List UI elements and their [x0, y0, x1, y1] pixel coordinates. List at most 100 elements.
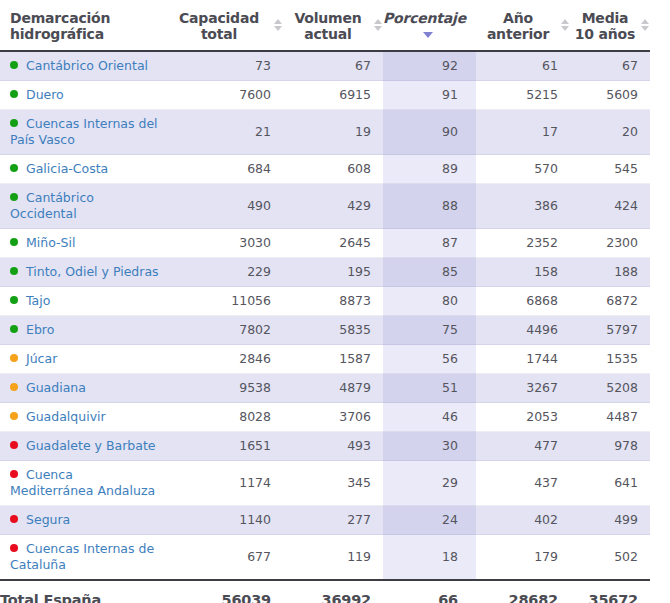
media-10-value: 978: [570, 432, 650, 461]
capacidad-total-value: 8028: [165, 403, 283, 432]
table-footer: Total España 56039 36992 66 28682 35672: [0, 580, 650, 603]
ano-anterior-value: 386: [476, 184, 570, 229]
basin-link[interactable]: Galicia-Costa: [26, 161, 108, 176]
column-header-capacidad-total[interactable]: Capacidad total: [165, 0, 283, 51]
table-row: Cuencas Internas del País Vasco211990172…: [0, 110, 650, 155]
porcentaje-value: 24: [383, 506, 476, 535]
porcentaje-value: 46: [383, 403, 476, 432]
basin-link[interactable]: Duero: [26, 87, 64, 102]
porcentaje-value: 29: [383, 461, 476, 506]
basin-link[interactable]: Ebro: [26, 322, 54, 337]
capacidad-total-value: 490: [165, 184, 283, 229]
column-header-ano-anterior[interactable]: Año anterior: [476, 0, 570, 51]
porcentaje-value: 75: [383, 316, 476, 345]
porcentaje-value: 90: [383, 110, 476, 155]
column-header-media-10[interactable]: Media 10 años: [570, 0, 650, 51]
media-10-value: 5797: [570, 316, 650, 345]
basin-link[interactable]: Cuencas Internas del País Vasco: [10, 116, 158, 147]
media-10-value: 5609: [570, 81, 650, 110]
column-label: Porcentaje: [383, 10, 466, 26]
capacidad-total-value: 11056: [165, 287, 283, 316]
capacidad-total-value: 1174: [165, 461, 283, 506]
table-body: Cantábrico Oriental7367926167Duero760069…: [0, 51, 650, 580]
basin-link[interactable]: Guadiana: [26, 380, 86, 395]
volumen-actual-value: 119: [283, 535, 383, 581]
table-row: Cuencas Internas de Cataluña677119181795…: [0, 535, 650, 581]
media-10-value: 641: [570, 461, 650, 506]
table-row: Cantábrico Occidental49042988386424: [0, 184, 650, 229]
total-volumen: 36992: [283, 580, 383, 603]
reservoir-table: Demarcación hidrográfica Capacidad total…: [0, 0, 650, 603]
sort-desc-icon[interactable]: [423, 32, 433, 38]
ano-anterior-value: 402: [476, 506, 570, 535]
basin-link[interactable]: Cantábrico Occidental: [10, 190, 94, 221]
basin-link[interactable]: Miño-Sil: [26, 235, 75, 250]
status-dot-red: [10, 441, 18, 449]
basin-link[interactable]: Tinto, Odiel y Piedras: [26, 264, 159, 279]
status-dot-orange: [10, 412, 18, 420]
basin-name-cell: Tinto, Odiel y Piedras: [0, 258, 165, 287]
porcentaje-value: 92: [383, 51, 476, 81]
status-dot-green: [10, 61, 18, 69]
status-dot-red: [10, 470, 18, 478]
column-label: Demarcación hidrográfica: [10, 10, 110, 42]
capacidad-total-value: 3030: [165, 229, 283, 258]
porcentaje-value: 18: [383, 535, 476, 581]
table-row: Júcar284615875617441535: [0, 345, 650, 374]
table-row: Miño-Sil303026458723522300: [0, 229, 650, 258]
basin-link[interactable]: Tajo: [26, 293, 50, 308]
table-row: Tajo1105688738068686872: [0, 287, 650, 316]
sort-icon[interactable]: [561, 19, 569, 31]
media-10-value: 545: [570, 155, 650, 184]
column-label: Media 10 años: [575, 10, 635, 42]
media-10-value: 4487: [570, 403, 650, 432]
basin-link[interactable]: Segura: [26, 512, 70, 527]
basin-name-cell: Duero: [0, 81, 165, 110]
volumen-actual-value: 195: [283, 258, 383, 287]
total-media-10: 35672: [570, 580, 650, 603]
capacidad-total-value: 229: [165, 258, 283, 287]
basin-name-cell: Miño-Sil: [0, 229, 165, 258]
basin-link[interactable]: Júcar: [26, 351, 57, 366]
media-10-value: 20: [570, 110, 650, 155]
capacidad-total-value: 1651: [165, 432, 283, 461]
ano-anterior-value: 179: [476, 535, 570, 581]
status-dot-green: [10, 193, 18, 201]
status-dot-green: [10, 119, 18, 127]
basin-link[interactable]: Cantábrico Oriental: [26, 58, 148, 73]
capacidad-total-value: 684: [165, 155, 283, 184]
sort-icon[interactable]: [374, 19, 382, 31]
porcentaje-value: 91: [383, 81, 476, 110]
sort-icon[interactable]: [274, 19, 282, 31]
total-row: Total España 56039 36992 66 28682 35672: [0, 580, 650, 603]
volumen-actual-value: 4879: [283, 374, 383, 403]
sort-icon[interactable]: [641, 19, 649, 31]
basin-name-cell: Guadiana: [0, 374, 165, 403]
basin-name-cell: Cuencas Internas del País Vasco: [0, 110, 165, 155]
basin-name-cell: Cantábrico Occidental: [0, 184, 165, 229]
reservoir-table-widget: Demarcación hidrográfica Capacidad total…: [0, 0, 670, 603]
table-row: Guadiana953848795132675208: [0, 374, 650, 403]
table-row: Cantábrico Oriental7367926167: [0, 51, 650, 81]
capacidad-total-value: 677: [165, 535, 283, 581]
column-label: Volumen actual: [294, 10, 361, 42]
basin-link[interactable]: Cuencas Internas de Cataluña: [10, 541, 154, 572]
volumen-actual-value: 2645: [283, 229, 383, 258]
volumen-actual-value: 345: [283, 461, 383, 506]
status-dot-orange: [10, 354, 18, 362]
basin-link[interactable]: Guadalquivir: [26, 409, 106, 424]
column-header-porcentaje[interactable]: Porcentaje: [383, 0, 476, 51]
media-10-value: 67: [570, 51, 650, 81]
status-dot-red: [10, 544, 18, 552]
column-header-volumen-actual[interactable]: Volumen actual: [283, 0, 383, 51]
column-header-demarcacion: Demarcación hidrográfica: [0, 0, 165, 51]
status-dot-green: [10, 164, 18, 172]
ano-anterior-value: 5215: [476, 81, 570, 110]
basin-name-cell: Segura: [0, 506, 165, 535]
basin-link[interactable]: Guadalete y Barbate: [26, 438, 156, 453]
basin-name-cell: Guadalquivir: [0, 403, 165, 432]
volumen-actual-value: 608: [283, 155, 383, 184]
basin-link[interactable]: Cuenca Mediterránea Andaluza: [10, 467, 155, 498]
status-dot-orange: [10, 383, 18, 391]
media-10-value: 1535: [570, 345, 650, 374]
